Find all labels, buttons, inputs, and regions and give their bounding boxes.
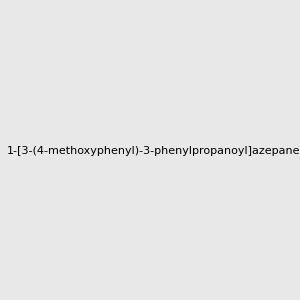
Text: 1-[3-(4-methoxyphenyl)-3-phenylpropanoyl]azepane: 1-[3-(4-methoxyphenyl)-3-phenylpropanoyl…	[7, 146, 300, 157]
